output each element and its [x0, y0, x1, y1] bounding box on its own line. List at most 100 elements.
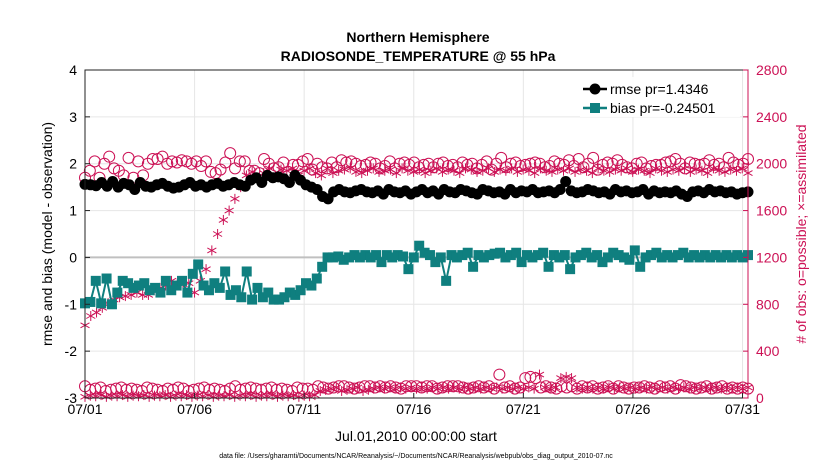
- obs-assimilated-point: [524, 382, 534, 393]
- obs-possible-point: [325, 156, 338, 169]
- chart-title: Northern Hemisphere: [346, 29, 489, 45]
- bias-point: [489, 248, 500, 259]
- y-tick-label-right: 400: [756, 343, 780, 359]
- obs-assimilated-point: [230, 193, 240, 204]
- bias-point: [392, 250, 403, 261]
- obs-possible-point: [555, 380, 568, 393]
- bias-point: [435, 252, 446, 263]
- bias-point: [424, 250, 435, 261]
- bias-point: [274, 294, 285, 305]
- obs-assimilated-point: [668, 164, 678, 175]
- bias-point: [522, 250, 532, 261]
- bias-point: [451, 252, 462, 263]
- bias-point: [193, 259, 204, 270]
- obs-possible-point: [695, 381, 708, 394]
- bias-point: [112, 287, 123, 298]
- obs-possible-point: [436, 381, 449, 394]
- obs-possible-point: [238, 155, 251, 168]
- y-tick-label-right: 1600: [756, 203, 787, 219]
- bias-point: [241, 266, 252, 277]
- bias-point: [311, 273, 322, 284]
- x-tick-label: 07/31: [725, 401, 760, 417]
- obs-assimilated-point: [685, 166, 696, 177]
- bias-point: [144, 285, 155, 296]
- bias-point: [672, 250, 683, 261]
- legend-box: [580, 77, 740, 117]
- obs-assimilated-point: [433, 383, 443, 394]
- obs-assimilated-point: [610, 164, 621, 175]
- obs-possible-point: [602, 380, 615, 393]
- obs-assimilated-point: [636, 382, 646, 393]
- legend-rmse-label: rmse pr=1.4346: [610, 81, 709, 97]
- obs-assimilated-point: [695, 383, 705, 394]
- bias-point: [716, 252, 727, 263]
- obs-possible-point: [529, 156, 542, 169]
- obs-assimilated-point: [401, 383, 411, 394]
- obs-possible-point: [669, 153, 682, 166]
- obs-assimilated-point: [645, 168, 655, 179]
- obs-possible-point: [393, 157, 406, 170]
- obs-possible-point: [265, 381, 278, 394]
- bias-point: [317, 261, 328, 272]
- obs-possible-point: [166, 155, 179, 168]
- bias-point: [414, 240, 425, 251]
- obs-assimilated-point: [362, 165, 373, 176]
- bias-point: [446, 250, 457, 261]
- axes: 07/01 07/06 07/11 07/16 07/21 07/26 07/31 -3 -2 -…: [65, 62, 788, 417]
- x-tick-label: 07/21: [506, 401, 541, 417]
- obs-assimilated-point: [486, 383, 497, 394]
- obs-assimilated-point: [633, 164, 644, 175]
- bias-point: [495, 247, 506, 258]
- obs-assimilated-point: [326, 383, 336, 394]
- footnote: data file: /Users/gharamti/Documents/NCA…: [219, 453, 613, 460]
- obs-possible-point: [369, 381, 382, 394]
- bias-point: [505, 250, 516, 261]
- bias-point: [252, 282, 263, 293]
- obs-assimilated-point: [540, 382, 550, 393]
- bias-point: [322, 252, 333, 263]
- obs-assimilated-point: [406, 382, 416, 393]
- bias-point: [473, 250, 484, 261]
- bias-point: [128, 282, 139, 293]
- legend-rmse-marker: [589, 83, 601, 95]
- obs-possible-point: [363, 380, 376, 393]
- rmse-point: [560, 176, 572, 188]
- obs-possible-point: [270, 383, 283, 396]
- obs-assimilated-point: [679, 382, 689, 393]
- obs-assimilated-point: [731, 165, 742, 176]
- bias-point: [597, 257, 608, 268]
- bias-point: [268, 294, 279, 305]
- bias-point: [85, 296, 96, 307]
- obs-assimilated-point: [466, 164, 477, 175]
- y-tick-label-left: 3: [69, 109, 77, 125]
- bias-point: [705, 252, 716, 263]
- x-tick-label: 07/06: [177, 401, 212, 417]
- obs-assimilated-point: [422, 383, 432, 394]
- obs-assimilated-point: [652, 383, 662, 394]
- obs-assimilated-point: [535, 163, 546, 174]
- bias-point: [139, 278, 150, 289]
- obs-possible-point: [364, 156, 377, 169]
- obs-assimilated-point: [347, 383, 358, 394]
- bias-point: [699, 250, 710, 261]
- obs-assimilated-point: [561, 371, 571, 382]
- bias-point: [284, 287, 295, 298]
- obs-assimilated-point: [507, 383, 518, 394]
- obs-assimilated-point: [408, 166, 419, 177]
- obs-possible-point: [446, 380, 459, 393]
- y-tick-label-left: 2: [69, 156, 77, 172]
- bias-point: [543, 261, 554, 272]
- obs-possible-point: [195, 160, 208, 173]
- plot-area: [85, 70, 748, 398]
- bias-point: [689, 250, 700, 261]
- obs-assimilated-point: [541, 165, 551, 176]
- obs-possible-point: [260, 382, 273, 395]
- obs-assimilated-point: [395, 382, 406, 393]
- obs-assimilated-point: [702, 168, 713, 179]
- bias-point: [387, 252, 398, 263]
- bias-point: [726, 252, 737, 263]
- obs-assimilated-point: [358, 385, 368, 396]
- obs-assimilated-point: [566, 373, 577, 384]
- bias-point: [683, 252, 694, 263]
- y-tick-label-left: 1: [69, 203, 77, 219]
